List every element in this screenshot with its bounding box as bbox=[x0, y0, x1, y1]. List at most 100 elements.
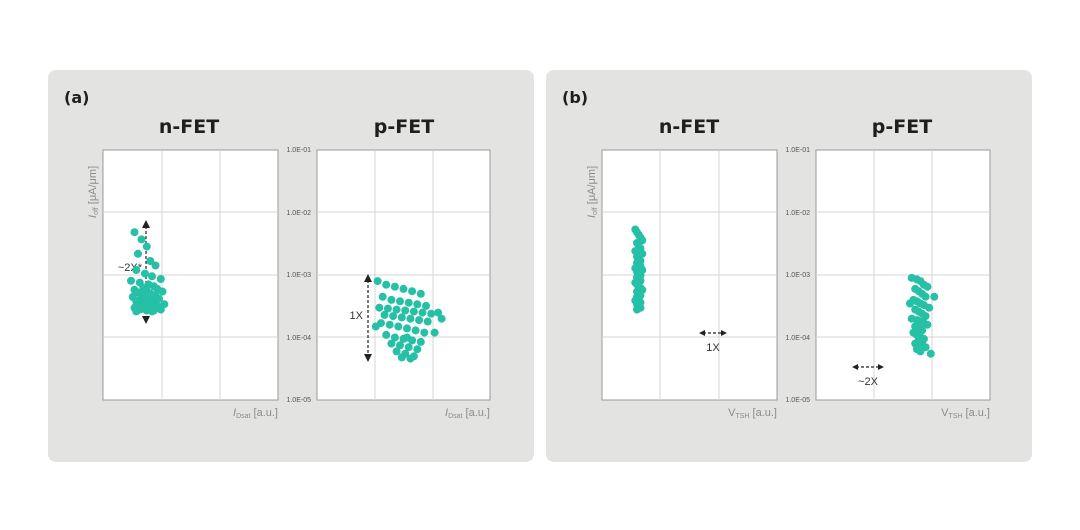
data-point bbox=[146, 257, 155, 265]
data-point bbox=[156, 275, 165, 283]
arrow-head-up bbox=[364, 274, 372, 282]
data-point bbox=[134, 249, 142, 258]
y-tick-label: 1.0E-01 bbox=[286, 147, 311, 154]
y-tick-label: 1.0E-05 bbox=[785, 397, 810, 404]
data-point bbox=[127, 276, 135, 285]
x-axis-label: IDsat [a.u.] bbox=[233, 407, 278, 420]
data-point bbox=[132, 266, 141, 274]
data-point bbox=[373, 277, 382, 286]
data-point bbox=[390, 282, 399, 291]
data-point bbox=[387, 339, 396, 348]
data-point bbox=[383, 304, 392, 313]
data-point bbox=[394, 322, 403, 331]
data-point bbox=[392, 305, 401, 314]
chart-title: n-FET bbox=[659, 116, 719, 138]
arrow-head-up bbox=[142, 220, 150, 228]
data-point bbox=[409, 307, 418, 316]
data-points bbox=[127, 228, 169, 316]
data-point bbox=[403, 333, 411, 342]
data-point bbox=[413, 345, 422, 354]
data-point bbox=[921, 312, 930, 321]
data-point bbox=[148, 272, 156, 281]
data-point bbox=[406, 354, 415, 363]
data-point bbox=[918, 326, 927, 335]
data-point bbox=[380, 310, 389, 319]
y-axis-label: Ioff [μA/μm] bbox=[87, 166, 100, 218]
data-point bbox=[923, 282, 932, 291]
data-points bbox=[631, 225, 647, 314]
data-point bbox=[141, 269, 149, 278]
data-point bbox=[403, 324, 411, 333]
y-tick-label: 1.0E-02 bbox=[286, 210, 311, 217]
data-point bbox=[396, 297, 404, 306]
data-point bbox=[375, 303, 384, 312]
y-tick-label: 1.0E-04 bbox=[286, 335, 311, 342]
data-point bbox=[404, 298, 413, 307]
data-point bbox=[406, 314, 415, 323]
arrow-head-right bbox=[721, 330, 727, 336]
data-point bbox=[416, 337, 425, 346]
data-point bbox=[416, 289, 425, 298]
spread-annotation: 1X bbox=[350, 310, 364, 322]
data-point bbox=[418, 308, 427, 317]
arrow-head-right bbox=[878, 364, 884, 370]
data-point bbox=[137, 235, 146, 244]
y-tick-label: 1.0E-04 bbox=[785, 335, 810, 342]
data-point bbox=[415, 316, 424, 325]
x-axis-label: VTSH [a.u.] bbox=[728, 407, 777, 420]
data-point bbox=[397, 313, 406, 322]
y-tick-label: 1.0E-03 bbox=[286, 272, 311, 279]
data-point bbox=[427, 309, 436, 318]
data-points bbox=[906, 273, 939, 358]
data-point bbox=[389, 312, 398, 321]
data-point bbox=[633, 305, 641, 314]
data-points bbox=[371, 277, 446, 363]
data-point bbox=[378, 292, 387, 301]
x-axis-label: IDsat [a.u.] bbox=[445, 407, 490, 420]
data-point bbox=[420, 328, 429, 337]
data-point bbox=[413, 300, 422, 309]
data-point bbox=[382, 330, 391, 339]
arrow-head-left bbox=[699, 330, 705, 336]
data-point bbox=[390, 333, 399, 342]
data-point bbox=[371, 322, 380, 331]
data-point bbox=[399, 284, 408, 293]
spread-annotation: 1X bbox=[706, 342, 720, 354]
y-tick-label: 1.0E-01 bbox=[785, 147, 810, 154]
data-point bbox=[430, 328, 439, 337]
data-point bbox=[148, 307, 156, 316]
chart-title: n-FET bbox=[159, 116, 219, 138]
y-tick-label: 1.0E-03 bbox=[785, 272, 810, 279]
data-point bbox=[401, 306, 410, 315]
arrow-head-left bbox=[852, 364, 858, 370]
chart-title: p-FET bbox=[872, 116, 932, 138]
data-point bbox=[906, 299, 914, 308]
data-point bbox=[132, 307, 141, 316]
data-point bbox=[151, 261, 160, 270]
data-point bbox=[921, 292, 930, 301]
data-point bbox=[404, 343, 413, 352]
panel-b-label: (b) bbox=[562, 88, 588, 107]
data-point bbox=[156, 305, 165, 314]
chart-a-nfet: n-FET Ioff [μA/μm] IDsat [a.u.] ~2X* bbox=[87, 116, 279, 420]
spread-annotation: ~2X bbox=[858, 376, 879, 388]
chart-b-nfet: n-FET Ioff [μA/μm] VTSH [a.u.] 1X bbox=[586, 116, 778, 420]
arrow-head-down bbox=[142, 316, 150, 324]
data-point bbox=[130, 228, 139, 237]
data-point bbox=[396, 341, 404, 350]
data-point bbox=[923, 320, 932, 329]
y-tick-label: 1.0E-02 bbox=[785, 210, 810, 217]
panel-a-label: (a) bbox=[64, 88, 89, 107]
data-point bbox=[158, 287, 167, 296]
data-point bbox=[142, 242, 151, 251]
data-point bbox=[916, 347, 925, 356]
y-axis-label: Ioff [μA/μm] bbox=[586, 166, 599, 218]
chart-b-pfet: p-FET 1.0E-01 1.0E-02 1.0E-03 1.0E-04 1.… bbox=[785, 116, 991, 420]
data-point bbox=[434, 308, 443, 317]
data-point bbox=[422, 301, 430, 310]
data-point bbox=[925, 303, 934, 312]
data-point bbox=[397, 353, 406, 362]
arrow-head-down bbox=[364, 354, 372, 362]
data-point bbox=[385, 320, 394, 329]
